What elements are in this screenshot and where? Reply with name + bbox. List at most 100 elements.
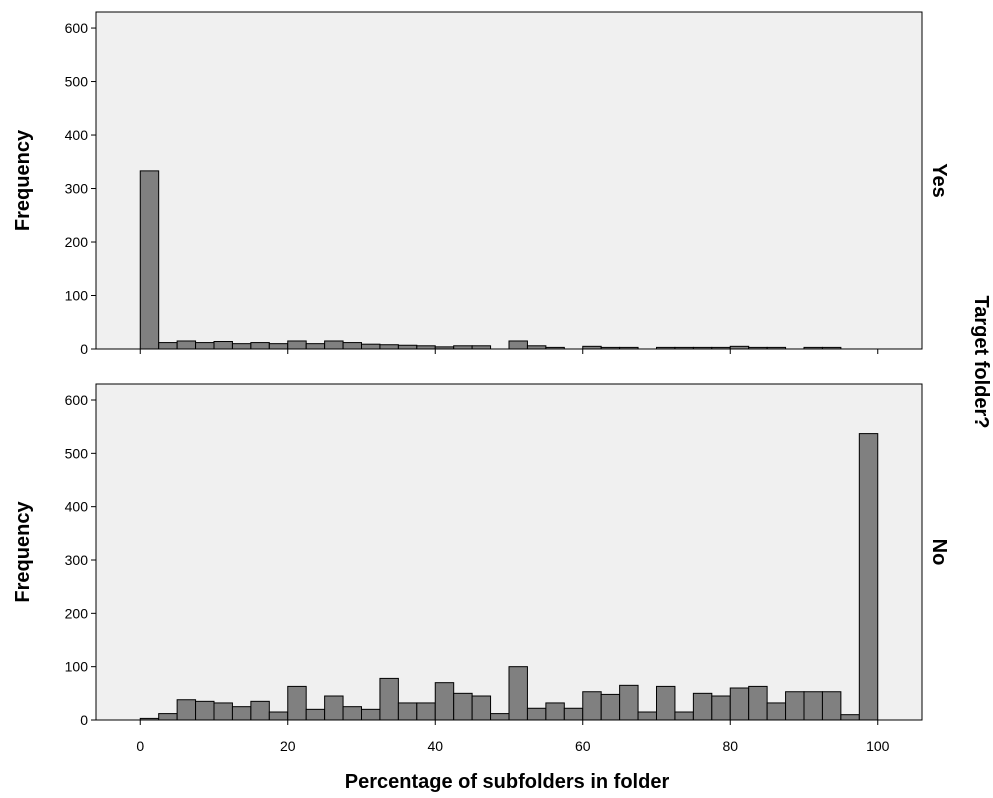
histogram-bar — [804, 347, 822, 349]
histogram-bar — [767, 347, 785, 349]
histogram-bar — [620, 347, 638, 349]
histogram-bar — [362, 344, 380, 349]
histogram-bar — [693, 693, 711, 720]
panel-yes: 0 100 200 300 400 500 600 Frequency Yes — [12, 12, 950, 357]
histogram-bar — [786, 692, 804, 720]
histogram-bar — [454, 346, 472, 349]
histogram-bar — [583, 692, 601, 720]
histogram-bar — [730, 688, 748, 720]
histogram-bar — [749, 686, 767, 720]
histogram-bar — [306, 709, 324, 720]
x-tick-label: 0 — [136, 738, 144, 754]
histogram-bar — [380, 678, 398, 720]
histogram-bar — [140, 718, 158, 720]
histogram-bar — [712, 696, 730, 720]
histogram-bar — [767, 703, 785, 720]
x-tick-label: 100 — [866, 738, 890, 754]
x-tick-label: 80 — [722, 738, 738, 754]
facet-panel-label: No — [928, 539, 950, 566]
y-tick-label: 100 — [65, 659, 89, 675]
histogram-bar — [509, 667, 527, 720]
panel-no: 0 100 200 300 400 500 600 0 20 40 60 80 100 Frequency… — [12, 384, 950, 754]
histogram-bar — [177, 341, 195, 349]
y-tick-label: 300 — [65, 552, 89, 568]
histogram-bar — [214, 342, 232, 349]
plot-area — [96, 12, 922, 349]
histogram-bar — [196, 701, 214, 720]
y-axis-title: Frequency — [12, 129, 34, 231]
y-tick-label: 200 — [65, 234, 89, 250]
histogram-bar — [435, 347, 453, 349]
x-tick-label: 60 — [575, 738, 591, 754]
histogram-bar — [362, 709, 380, 720]
histogram-bar — [841, 715, 859, 720]
y-tick-label: 500 — [65, 445, 89, 461]
histogram-bar — [159, 343, 177, 349]
histogram-bar — [196, 343, 214, 349]
histogram-bar — [675, 347, 693, 349]
y-tick-label: 200 — [65, 605, 89, 621]
histogram-bar — [822, 347, 840, 349]
facet-panel-label: Yes — [928, 163, 950, 197]
histogram-bar — [472, 696, 490, 720]
histogram-bar — [822, 692, 840, 720]
histogram-bar — [398, 703, 416, 720]
histogram-bar — [859, 434, 877, 720]
histogram-bar — [527, 346, 545, 349]
y-tick-label: 0 — [80, 712, 88, 728]
histogram-bar — [232, 707, 250, 720]
histogram-bar — [712, 347, 730, 349]
histogram-bar — [288, 341, 306, 349]
histogram-bar — [232, 344, 250, 349]
histogram-bar — [214, 703, 232, 720]
y-tick-label: 500 — [65, 74, 89, 90]
y-tick-label: 300 — [65, 181, 89, 197]
histogram-bar — [546, 347, 564, 349]
histogram-bar — [509, 341, 527, 349]
y-tick-label: 400 — [65, 499, 89, 515]
y-tick-label: 0 — [80, 341, 88, 357]
histogram-bar — [177, 700, 195, 720]
histogram-bar — [675, 712, 693, 720]
histogram-bar — [657, 347, 675, 349]
histogram-bar — [398, 345, 416, 349]
histogram-bar — [343, 707, 361, 720]
histogram-bar — [269, 344, 287, 349]
histogram-bar — [491, 714, 509, 720]
histogram-bar — [583, 346, 601, 349]
histogram-bar — [804, 692, 822, 720]
histogram-bar — [454, 693, 472, 720]
x-tick-label: 20 — [280, 738, 296, 754]
histogram-bar — [564, 708, 582, 720]
histogram-bar — [288, 686, 306, 720]
histogram-bar — [749, 347, 767, 349]
histogram-bar — [251, 343, 269, 349]
histogram-bar — [472, 346, 490, 349]
histogram-bar — [620, 685, 638, 720]
x-axis-title: Percentage of subfolders in folder — [345, 771, 670, 793]
histogram-bar — [527, 708, 545, 720]
histogram-bar — [638, 712, 656, 720]
x-tick-label: 40 — [427, 738, 443, 754]
y-axis-title: Frequency — [12, 501, 34, 603]
facet-title: Target folder? — [970, 296, 992, 429]
histogram-bar — [546, 703, 564, 720]
y-tick-label: 100 — [65, 288, 89, 304]
histogram-bar — [306, 344, 324, 349]
histogram-bar — [601, 694, 619, 720]
histogram-bar — [435, 683, 453, 720]
y-tick-label: 400 — [65, 127, 89, 143]
histogram-bar — [380, 345, 398, 349]
histogram-bar — [140, 171, 158, 349]
y-tick-label: 600 — [65, 392, 89, 408]
histogram-bar — [730, 346, 748, 349]
histogram-bar — [325, 696, 343, 720]
histogram-bar — [417, 346, 435, 349]
histogram-bar — [657, 686, 675, 720]
histogram-bar — [693, 347, 711, 349]
histogram-bar — [417, 703, 435, 720]
histogram-bar — [251, 701, 269, 720]
histogram-bar — [269, 712, 287, 720]
histogram-bar — [601, 347, 619, 349]
